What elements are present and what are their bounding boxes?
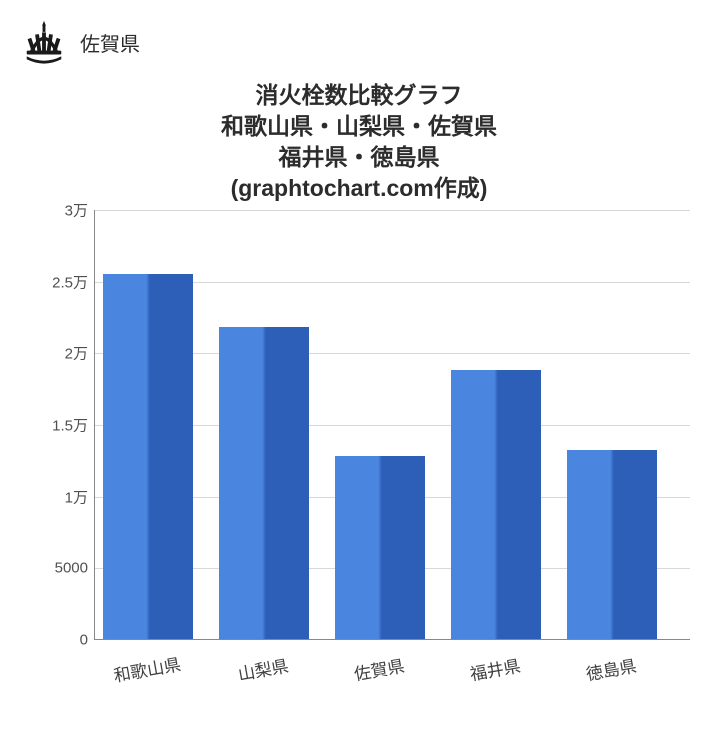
prefecture-emblem-icon bbox=[20, 18, 68, 66]
x-tick-label: 徳島県 bbox=[584, 652, 639, 685]
y-tick-label: 1万 bbox=[65, 486, 88, 507]
y-tick-label: 0 bbox=[80, 632, 88, 649]
x-tick-label: 山梨県 bbox=[236, 652, 291, 685]
chart-title-block: 消火栓数比較グラフ 和歌山県・山梨県・佐賀県 福井県・徳島県 (graphtoc… bbox=[0, 80, 718, 204]
title-line-4: (graphtochart.com作成) bbox=[0, 173, 718, 204]
x-tick-label: 和歌山県 bbox=[111, 650, 182, 686]
prefecture-name: 佐賀県 bbox=[80, 28, 140, 57]
y-tick-label: 1.5万 bbox=[52, 415, 88, 436]
bar bbox=[567, 450, 657, 639]
bar bbox=[335, 456, 425, 639]
plot-area bbox=[94, 210, 690, 640]
title-line-1: 消火栓数比較グラフ bbox=[0, 80, 718, 111]
y-tick-label: 5000 bbox=[55, 560, 88, 577]
y-tick-label: 2.5万 bbox=[52, 271, 88, 292]
bar bbox=[103, 274, 193, 640]
header: 佐賀県 bbox=[0, 0, 718, 76]
bar bbox=[451, 370, 541, 639]
y-tick-label: 2万 bbox=[65, 343, 88, 364]
chart: 050001万1.5万2万2.5万3万 和歌山県山梨県佐賀県福井県徳島県 bbox=[30, 210, 690, 700]
y-tick-label: 3万 bbox=[65, 200, 88, 221]
grid-line bbox=[95, 210, 690, 211]
x-tick-label: 佐賀県 bbox=[352, 652, 407, 685]
x-tick-label: 福井県 bbox=[468, 652, 523, 685]
x-axis: 和歌山県 山梨県 佐賀県 福井県 徳島県 bbox=[94, 644, 690, 694]
title-line-3: 福井県・徳島県 bbox=[0, 142, 718, 173]
title-line-2: 和歌山県・山梨県・佐賀県 bbox=[0, 111, 718, 142]
y-axis: 050001万1.5万2万2.5万3万 bbox=[30, 210, 94, 640]
bar bbox=[219, 327, 309, 639]
